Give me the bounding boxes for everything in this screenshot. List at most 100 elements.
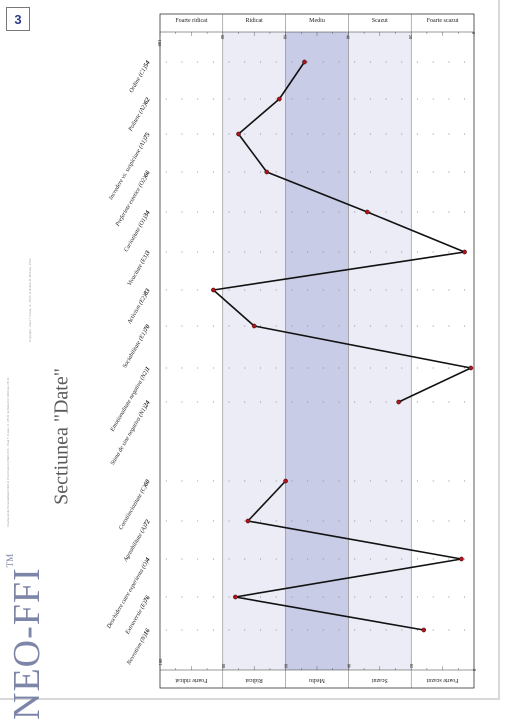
scale-score: 66	[142, 169, 152, 179]
score-cue-dot	[244, 367, 246, 369]
score-cue-dot	[369, 629, 371, 631]
score-cue-dot	[464, 61, 466, 63]
score-cue-dot	[401, 401, 403, 403]
score-cue-dot	[354, 171, 356, 173]
score-cue-dot	[432, 325, 434, 327]
scale-name: Incredere vs. suspiciune (A1)	[107, 137, 148, 202]
score-cue-dot	[307, 133, 309, 135]
score-cue-dot	[197, 558, 199, 560]
score-cue-dot	[385, 171, 387, 173]
score-cue-dot	[464, 596, 466, 598]
score-cue-dot	[244, 289, 246, 291]
score-cue-dot	[165, 211, 167, 213]
score-cue-dot	[259, 629, 262, 631]
score-cue-dot	[212, 367, 214, 369]
score-cue-dot	[416, 325, 419, 327]
score-cue-dot	[448, 98, 450, 100]
scale-score: 24	[142, 399, 152, 410]
score-cue-dot	[197, 133, 199, 135]
score-cue-dot	[291, 558, 293, 560]
scale-label: Sociabilitate (E1)70	[121, 323, 152, 370]
score-cue-dot	[448, 401, 450, 403]
facet-profile-line	[212, 61, 472, 403]
score-cue-dot	[212, 211, 214, 213]
score-cue-dot	[244, 596, 246, 598]
score-cue-dot	[181, 401, 183, 403]
score-cue-dot	[401, 98, 403, 100]
score-cue-dot	[165, 133, 167, 135]
band-label-bottom: Ridicat	[245, 677, 263, 683]
facet-profile-point	[302, 59, 307, 65]
score-cue-dot	[354, 520, 356, 522]
score-cue-dot	[181, 251, 183, 253]
score-cue-dot	[212, 325, 214, 327]
score-cue-dot	[259, 596, 262, 598]
score-cue-dot	[197, 171, 199, 173]
scale-tick-top: 60	[283, 35, 288, 40]
score-cue-dot	[307, 325, 309, 327]
score-cue-dot	[322, 629, 324, 631]
score-cue-dot	[197, 325, 199, 327]
score-cue-dot	[416, 211, 419, 213]
score-cue-dot	[432, 558, 434, 560]
score-cue-dot	[322, 520, 324, 522]
score-cue-dot	[369, 171, 371, 173]
score-cue-dot	[448, 520, 450, 522]
score-cue-dot	[212, 520, 214, 522]
score-cue-dot	[291, 61, 293, 63]
score-cue-dot	[197, 367, 199, 369]
score-cue-dot	[322, 401, 324, 403]
score-cue-dot	[259, 171, 262, 173]
score-cue-dot	[181, 289, 183, 291]
score-cue-dot	[464, 558, 466, 560]
score-cue-dot	[307, 401, 309, 403]
band-mediu	[285, 32, 349, 670]
score-cue-dot	[448, 171, 450, 173]
score-cue-dot	[369, 367, 371, 369]
score-cue-dot	[165, 61, 167, 63]
scale-tick-bottom: 60	[284, 663, 289, 668]
score-cue-dot	[369, 325, 371, 327]
facet-profile-point	[264, 169, 270, 175]
score-cue-dot	[259, 133, 262, 135]
score-cue-dot	[322, 251, 324, 253]
score-cue-dot	[432, 480, 434, 482]
band-foarte-scazut	[411, 32, 474, 670]
score-cue-dot	[354, 367, 356, 369]
scale-score: 70	[142, 323, 152, 333]
score-cue-dot	[291, 251, 293, 253]
score-cue-dot	[307, 520, 309, 522]
score-cue-dot	[464, 480, 466, 482]
score-cue-dot	[354, 251, 356, 253]
score-cue-dot	[228, 480, 230, 482]
score-cue-dot	[181, 325, 183, 327]
scale-score: 3	[144, 249, 153, 257]
score-cue-dot	[244, 520, 246, 522]
score-cue-dot	[338, 401, 340, 403]
score-cue-dot	[275, 171, 277, 173]
score-cue-dot	[464, 401, 466, 403]
score-cue-dot	[338, 98, 340, 100]
scale-tick-top: 40	[345, 35, 350, 40]
score-cue-dot	[369, 558, 371, 560]
score-cue-dot	[212, 98, 214, 100]
score-cue-dot	[354, 480, 356, 482]
score-cue-dot	[432, 251, 434, 253]
score-cue-dot	[181, 61, 183, 63]
score-cue-dot	[354, 61, 356, 63]
facet-profile-point	[211, 287, 216, 293]
score-cue-dot	[369, 289, 371, 291]
score-cue-dot	[165, 520, 167, 522]
score-cue-dot	[385, 629, 387, 631]
score-cue-dot	[416, 251, 419, 253]
scale-score: 16	[142, 627, 152, 637]
score-cue-dot	[416, 596, 419, 598]
score-cue-dot	[464, 171, 466, 173]
scale-score: 76	[142, 594, 152, 604]
score-cue-dot	[448, 251, 450, 253]
score-cue-dot	[212, 251, 214, 253]
score-cue-dot	[322, 211, 324, 213]
scale-tick-top: 80	[220, 35, 225, 40]
score-cue-dot	[369, 98, 371, 100]
score-cue-dot	[291, 171, 293, 173]
